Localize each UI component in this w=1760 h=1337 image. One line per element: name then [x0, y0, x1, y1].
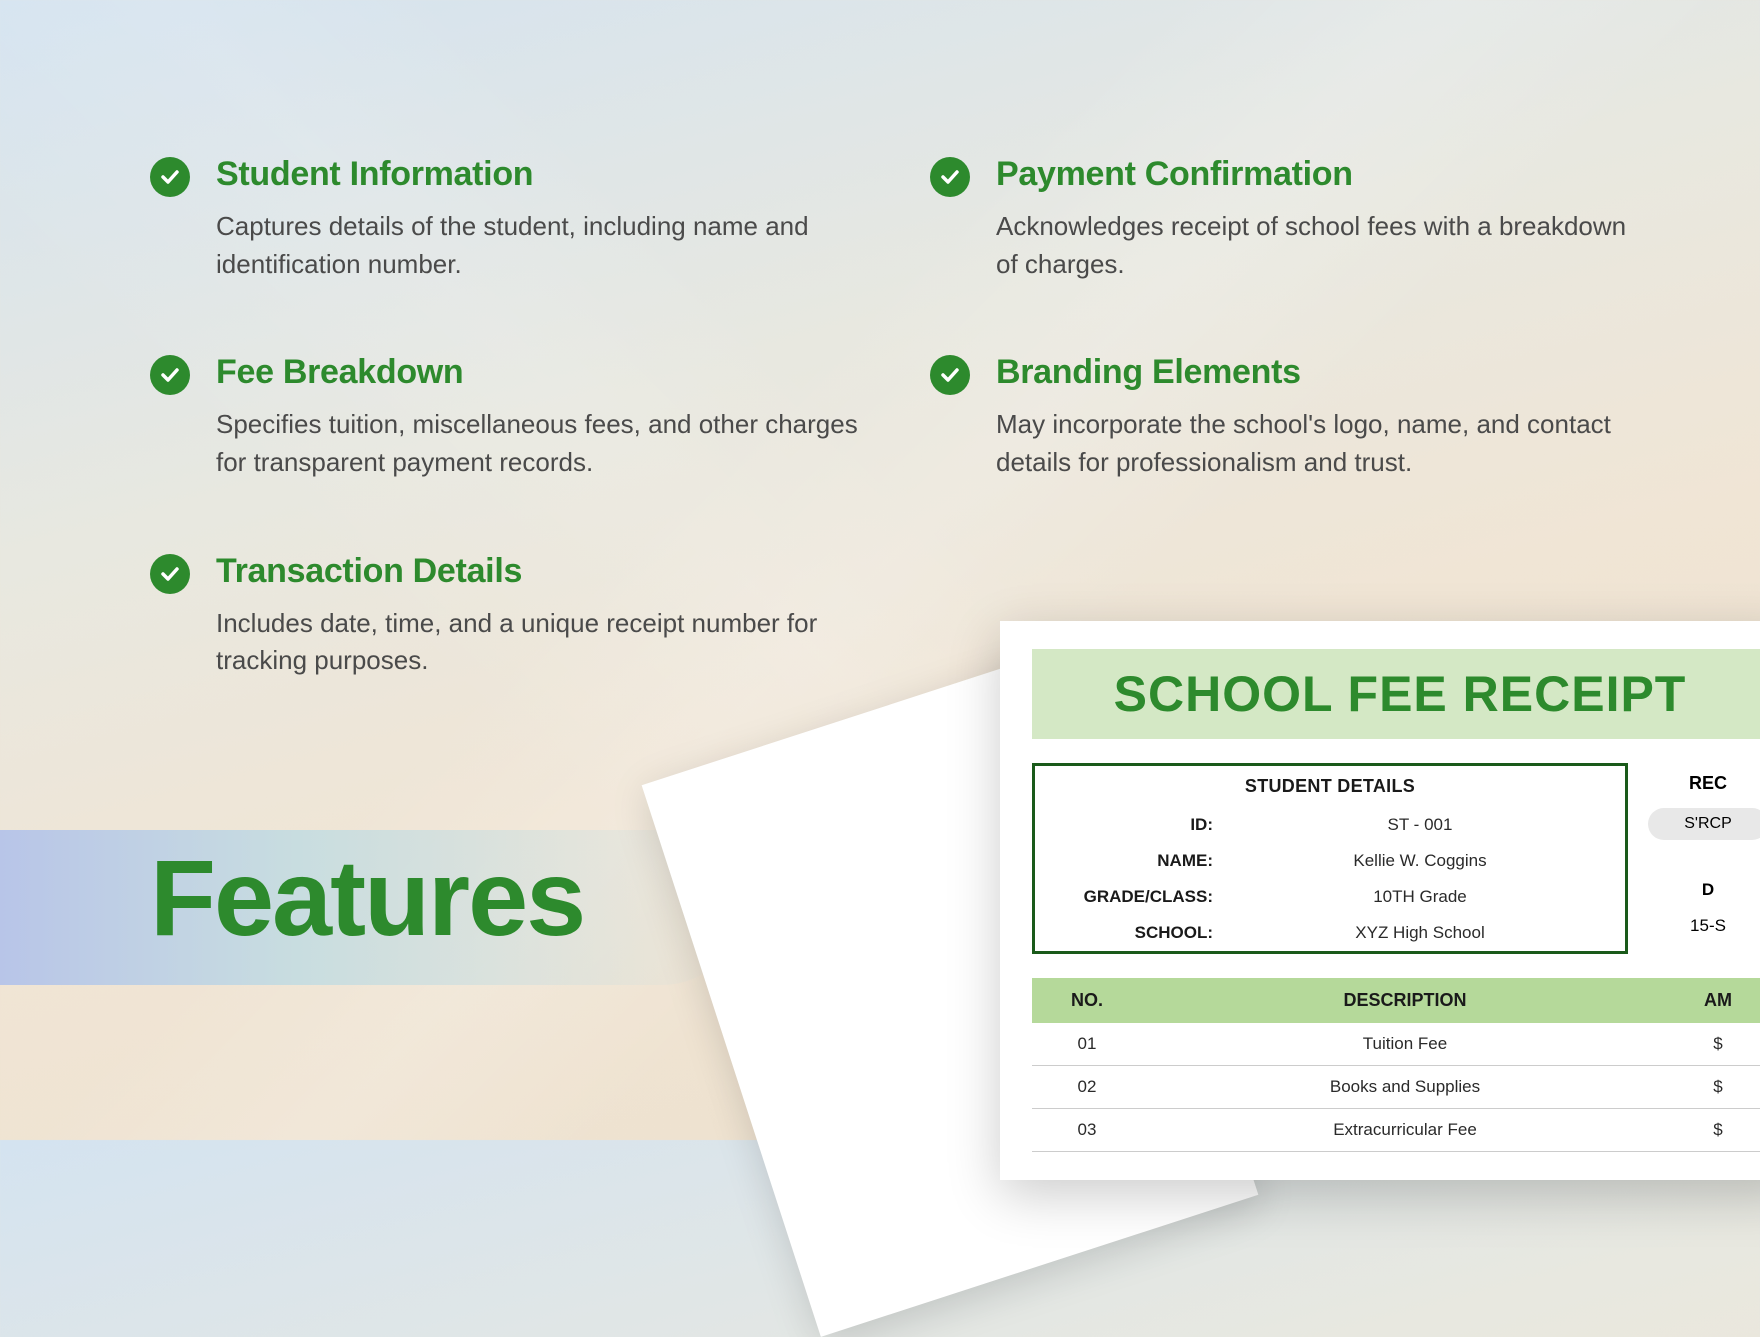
cell-desc: Extracurricular Fee: [1142, 1109, 1668, 1152]
spacer: [1648, 840, 1760, 872]
feature-text: Branding Elements May incorporate the sc…: [996, 353, 1650, 481]
receipt-title: SCHOOL FEE RECEIPT: [1032, 665, 1760, 723]
detail-label: NAME:: [1049, 851, 1229, 871]
cell-desc: Books and Supplies: [1142, 1066, 1668, 1109]
detail-line: ID: ST - 001: [1035, 807, 1625, 843]
receipt-items-table: NO. DESCRIPTION AM 01 Tuition Fee $ 02 B…: [1032, 978, 1760, 1152]
cell-amt: $: [1668, 1023, 1760, 1066]
col-header-description: DESCRIPTION: [1142, 978, 1668, 1023]
table-row: 03 Extracurricular Fee $: [1032, 1109, 1760, 1152]
feature-desc: Acknowledges receipt of school fees with…: [996, 208, 1650, 283]
receipt-meta-header: REC: [1648, 763, 1760, 804]
col-header-amount: AM: [1668, 978, 1760, 1023]
detail-label: SCHOOL:: [1049, 923, 1229, 943]
col-header-no: NO.: [1032, 978, 1142, 1023]
receipt-meta-box: REC S'RCP D 15-S: [1648, 763, 1760, 954]
student-details-header: STUDENT DETAILS: [1035, 766, 1625, 807]
table-row: 02 Books and Supplies $: [1032, 1066, 1760, 1109]
receipt-preview-stack: SCHOOL FEE RECEIPT STUDENT DETAILS ID: S…: [760, 470, 1760, 1160]
check-icon: [150, 157, 190, 197]
cell-amt: $: [1668, 1066, 1760, 1109]
detail-line: SCHOOL: XYZ High School: [1035, 915, 1625, 951]
detail-value: 10TH Grade: [1229, 887, 1611, 907]
detail-value: Kellie W. Coggins: [1229, 851, 1611, 871]
receipt-id-pill: S'RCP: [1648, 808, 1760, 840]
check-icon: [930, 355, 970, 395]
feature-text: Payment Confirmation Acknowledges receip…: [996, 155, 1650, 283]
check-icon: [150, 355, 190, 395]
detail-value: XYZ High School: [1229, 923, 1611, 943]
check-icon: [150, 554, 190, 594]
detail-line: GRADE/CLASS: 10TH Grade: [1035, 879, 1625, 915]
feature-student-information: Student Information Captures details of …: [150, 155, 890, 283]
table-header-row: NO. DESCRIPTION AM: [1032, 978, 1760, 1023]
feature-title: Branding Elements: [996, 353, 1650, 392]
receipt-d-label: D: [1648, 872, 1760, 908]
receipt-details-row: STUDENT DETAILS ID: ST - 001 NAME: Kelli…: [1032, 763, 1760, 954]
student-details-box: STUDENT DETAILS ID: ST - 001 NAME: Kelli…: [1032, 763, 1628, 954]
cell-no: 02: [1032, 1066, 1142, 1109]
feature-title: Fee Breakdown: [216, 353, 890, 392]
feature-text: Student Information Captures details of …: [216, 155, 890, 283]
receipt-date: 15-S: [1648, 908, 1760, 944]
detail-line: NAME: Kellie W. Coggins: [1035, 843, 1625, 879]
feature-branding-elements: Branding Elements May incorporate the sc…: [930, 353, 1650, 481]
table-row: 01 Tuition Fee $: [1032, 1023, 1760, 1066]
feature-title: Student Information: [216, 155, 890, 194]
cell-amt: $: [1668, 1109, 1760, 1152]
detail-label: ID:: [1049, 815, 1229, 835]
detail-value: ST - 001: [1229, 815, 1611, 835]
feature-payment-confirmation: Payment Confirmation Acknowledges receip…: [930, 155, 1650, 283]
feature-text: Fee Breakdown Specifies tuition, miscell…: [216, 353, 890, 481]
features-label: Features: [150, 835, 584, 960]
feature-fee-breakdown: Fee Breakdown Specifies tuition, miscell…: [150, 353, 890, 481]
feature-desc: Captures details of the student, includi…: [216, 208, 890, 283]
check-icon: [930, 157, 970, 197]
detail-label: GRADE/CLASS:: [1049, 887, 1229, 907]
receipt-document: SCHOOL FEE RECEIPT STUDENT DETAILS ID: S…: [1000, 621, 1760, 1180]
receipt-title-bar: SCHOOL FEE RECEIPT: [1032, 649, 1760, 739]
cell-no: 01: [1032, 1023, 1142, 1066]
cell-no: 03: [1032, 1109, 1142, 1152]
cell-desc: Tuition Fee: [1142, 1023, 1668, 1066]
feature-title: Payment Confirmation: [996, 155, 1650, 194]
